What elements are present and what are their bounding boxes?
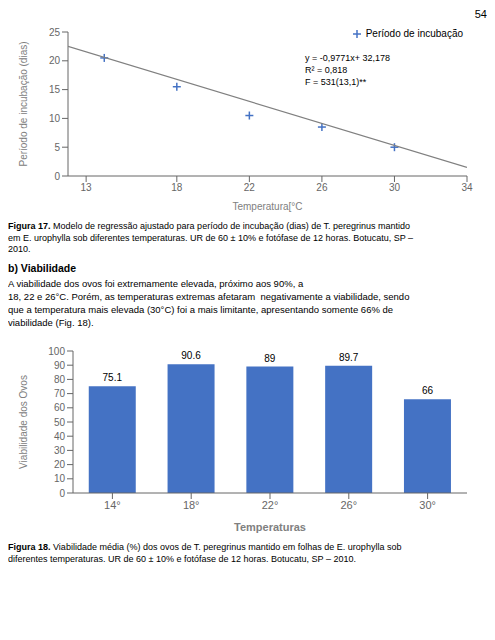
svg-text:26°: 26° — [340, 499, 357, 511]
svg-text:100: 100 — [48, 346, 65, 357]
svg-text:18: 18 — [171, 182, 183, 193]
svg-text:80: 80 — [54, 374, 66, 385]
svg-text:5: 5 — [54, 142, 60, 153]
svg-text:20: 20 — [54, 459, 66, 470]
svg-text:0: 0 — [59, 488, 65, 499]
svg-text:15: 15 — [49, 84, 61, 95]
svg-text:50: 50 — [54, 417, 66, 428]
html-text:Figura 17. Modelo de regressão: Figura 17. Modelo de regressão ajustado … — [8, 221, 413, 255]
html-text:Período de incubação: Período de incubação — [365, 28, 463, 39]
svg-text:13: 13 — [81, 182, 93, 193]
svg-text:18°: 18° — [183, 499, 200, 511]
svg-text:40: 40 — [54, 431, 66, 442]
svg-text:0: 0 — [54, 171, 60, 182]
svg-text:Período de incubação (dias): Período de incubação (dias) — [18, 41, 29, 166]
svg-text:89: 89 — [264, 353, 276, 364]
svg-text:34: 34 — [461, 182, 473, 193]
svg-text:60: 60 — [54, 403, 66, 414]
svg-text:89.7: 89.7 — [339, 352, 359, 363]
svg-text:30: 30 — [54, 445, 66, 456]
svg-text:75.1: 75.1 — [103, 373, 123, 384]
svg-text:Temperatura[°C: Temperatura[°C — [232, 201, 302, 212]
html-text:A viabilidade dos ovos foi ext: A viabilidade dos ovos foi extremamente … — [8, 278, 410, 328]
svg-text:10: 10 — [49, 113, 61, 124]
svg-text:90.6: 90.6 — [181, 351, 201, 362]
svg-text:22°: 22° — [262, 499, 279, 511]
html-text:b) Viabilidade: b) Viabilidade — [8, 262, 77, 275]
html-text:y = -0,9771x+ 32,178: y = -0,9771x+ 32,178 — [305, 53, 390, 63]
html-text:R² = 0,818: R² = 0,818 — [305, 65, 348, 76]
svg-text:Temperaturas: Temperaturas — [234, 521, 306, 533]
svg-text:20: 20 — [49, 55, 61, 66]
svg-text:70: 70 — [54, 388, 66, 399]
svg-text:30: 30 — [389, 182, 401, 193]
svg-text:66: 66 — [422, 386, 434, 397]
svg-text:30°: 30° — [419, 499, 436, 511]
svg-text:14°: 14° — [104, 499, 121, 511]
svg-text:10: 10 — [54, 474, 66, 485]
svg-text:25: 25 — [49, 27, 61, 38]
html-text:54: 54 — [474, 8, 487, 20]
html-text:Figura 18. Viabilidade média (: Figura 18. Viabilidade média (%) dos ovo… — [8, 542, 402, 564]
svg-text:22: 22 — [244, 182, 256, 193]
svg-text:26: 26 — [316, 182, 328, 193]
svg-text:Viabilidade dos Ovos: Viabilidade dos Ovos — [18, 375, 29, 469]
svg-text:90: 90 — [54, 360, 66, 371]
html-text:F = 531(13,1)**: F = 531(13,1)** — [305, 77, 367, 88]
